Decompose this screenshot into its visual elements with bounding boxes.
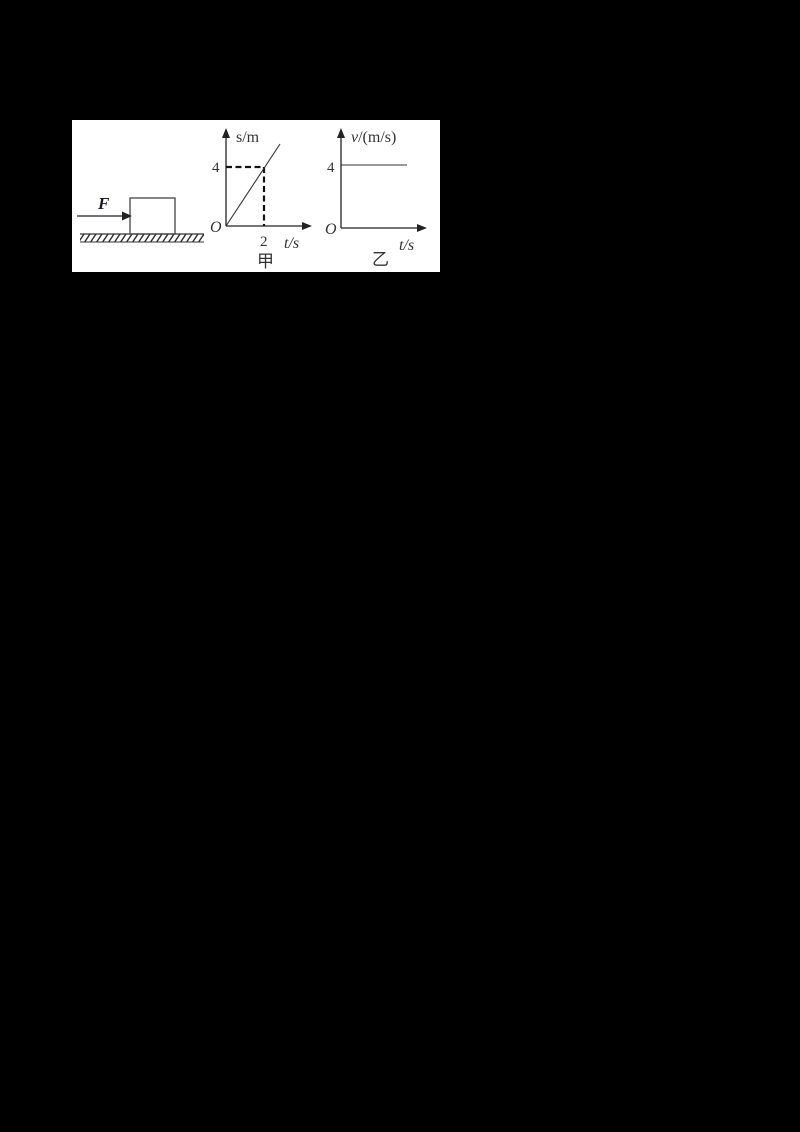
svg-text:F: F [97,194,110,213]
svg-text:s/m: s/m [236,129,260,146]
svg-text:乙: 乙 [372,250,389,269]
svg-text:O: O [325,221,337,238]
svg-text:甲: 甲 [257,252,274,271]
svg-text:2: 2 [260,234,268,250]
svg-text:O: O [210,219,222,236]
svg-text:4: 4 [327,160,335,176]
svg-text:4: 4 [212,160,220,176]
svg-text:t/s: t/s [399,237,414,254]
svg-text:t/s: t/s [284,235,299,252]
svg-text:v/(m/s): v/(m/s) [351,129,396,146]
